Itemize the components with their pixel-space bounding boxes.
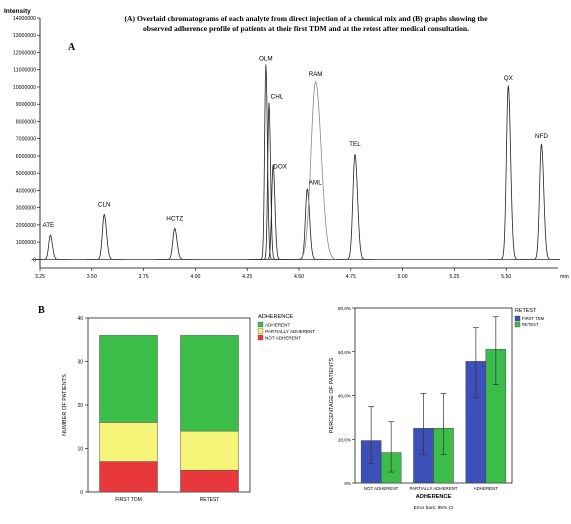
x-tick-label: 3.75 <box>139 274 149 280</box>
bar <box>413 428 434 484</box>
bar <box>433 428 454 484</box>
y-tick-label: 11000000 <box>13 68 36 74</box>
x-tick-label: FIRST TDM <box>115 497 141 503</box>
bar <box>360 440 382 484</box>
y-tick-label: 2000000 <box>16 223 36 229</box>
plot-frame <box>354 307 513 484</box>
y-tick-label: 14000000 <box>13 16 36 22</box>
peak-trace-ram <box>296 80 335 260</box>
y-tick-label: 6000000 <box>16 154 36 160</box>
peak-trace-nfd <box>522 143 561 260</box>
y-axis-title: PERCENTAGE OF PATIENTS <box>329 357 335 433</box>
legend-title: ADHERENCE <box>258 314 293 320</box>
bar <box>465 361 487 484</box>
peak-label: AML <box>309 180 322 187</box>
x-tick-label: ADHERENT <box>474 486 498 491</box>
y-tick-label: 9000000 <box>16 102 36 108</box>
bar <box>380 452 402 484</box>
y-axis-title: NUMBER OF PATIENTS <box>62 374 68 436</box>
chromatogram-chart: Intensity A 14000000 13000000 12000000 110000… <box>4 8 569 280</box>
y-tick-label: 40,0% <box>338 394 351 399</box>
peak-label: DOX <box>273 164 287 171</box>
bar-segment <box>180 430 239 471</box>
y-tick-label: 20 <box>77 403 83 409</box>
peak-trace-qx <box>489 85 527 260</box>
peak-label: RAM <box>309 71 323 78</box>
x-axis-title: min <box>560 274 569 280</box>
y-tick-label: 0 <box>33 257 36 263</box>
caption-svg: (A) Overlaid chromatograms of each analy… <box>125 14 489 33</box>
peak-label: CHL <box>271 93 284 100</box>
y-tick-label: 13000000 <box>13 33 36 39</box>
caption-line-2: observed adherence profile of patients a… <box>143 24 469 33</box>
y-tick-label: 5000000 <box>16 171 36 177</box>
legend-label: PARTIALLY ADHERENT <box>265 329 315 334</box>
peak-label: TEL <box>349 141 361 148</box>
y-tick-label: 3000000 <box>16 206 36 212</box>
x-tick-label: 4.25 <box>242 274 252 280</box>
legend-swatch <box>514 315 521 322</box>
y-tick-label: 20,0% <box>338 437 351 442</box>
peak-trace-hctz <box>156 227 194 260</box>
legend-swatch <box>257 334 264 341</box>
peak-trace-cln <box>85 213 123 260</box>
x-tick-label: 5.00 <box>398 274 408 280</box>
peak-trace-dox <box>254 164 292 260</box>
legend-label: ADHERENT <box>265 323 290 328</box>
y-tick-label: 10 <box>77 447 83 453</box>
legend-label: NOT ADHERENT <box>265 336 301 341</box>
x-tick-label: 4.50 <box>294 274 304 280</box>
bar-segment <box>180 335 239 432</box>
panel-label-a: A <box>68 42 76 53</box>
peak-label: NFD <box>535 133 548 140</box>
y-tick-label: 60,0% <box>338 350 351 355</box>
y-tick-label: 40 <box>77 316 83 322</box>
y-tick-label: 4000000 <box>16 188 36 194</box>
plot-frame <box>87 317 251 493</box>
peak-label: OLM <box>259 56 273 63</box>
bar-segment <box>180 470 239 493</box>
peak-label: HCTZ <box>166 215 183 222</box>
peak-label: ATE <box>42 222 54 229</box>
x-tick-label: NOT ADHERENT <box>364 486 399 491</box>
bar-segment <box>99 335 158 423</box>
error-bars-note: Error bars: 95% CI <box>414 505 454 511</box>
y-axis-title: Intensity <box>4 8 31 15</box>
x-tick-label: 3.50 <box>87 274 97 280</box>
y-tick-label: 80,0% <box>338 306 351 311</box>
y-tick-label: 0 <box>80 490 83 496</box>
x-tick-label: RETEST <box>200 497 220 503</box>
legend-label: FIRST TDM <box>522 316 545 321</box>
panel-label-b: B <box>38 305 45 316</box>
y-tick-label: 10000000 <box>13 85 36 91</box>
legend-swatch <box>257 328 264 334</box>
bar-segment <box>99 461 158 493</box>
peak-label: CLN <box>98 202 111 209</box>
x-tick-label: 5.50 <box>501 274 511 280</box>
bar-segment <box>99 422 158 462</box>
y-tick-label: 0% <box>344 481 351 486</box>
y-tick-label: 12000000 <box>13 50 36 56</box>
x-tick-label: 5.25 <box>449 274 459 280</box>
x-tick-label: PARTIALLY ADHERENT <box>410 486 458 491</box>
legend-label: RETEST <box>522 322 539 327</box>
legend-title: RETEST <box>515 308 537 314</box>
caption-line-1: (A) Overlaid chromatograms of each analy… <box>125 14 489 23</box>
x-tick-label: 3.25 <box>35 274 45 280</box>
peak-trace-tel <box>336 154 374 260</box>
x-tick-label: 4.75 <box>346 274 356 280</box>
x-axis-title: ADHERENCE <box>416 494 452 500</box>
y-tick-label: 7000000 <box>16 137 36 143</box>
bar <box>485 349 507 484</box>
y-tick-label: 1000000 <box>16 240 36 246</box>
legend-swatch <box>514 321 521 328</box>
x-tick-label: 4.00 <box>190 274 200 280</box>
y-tick-label: 30 <box>77 360 83 366</box>
peak-trace-ate <box>31 234 70 260</box>
peak-label: QX <box>504 75 514 82</box>
legend-swatch <box>257 321 264 328</box>
y-tick-label: 8000000 <box>16 119 36 125</box>
